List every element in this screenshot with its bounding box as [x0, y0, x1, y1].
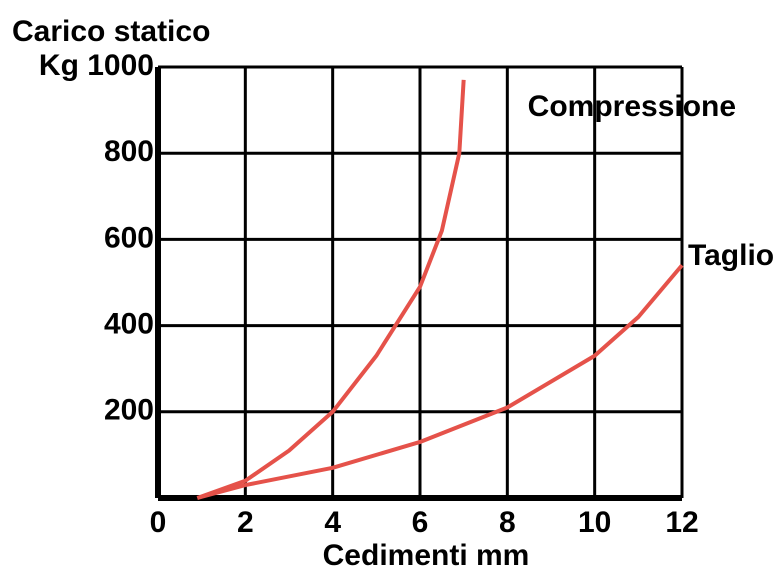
- series-label: Taglio: [688, 239, 774, 272]
- x-tick-label: 10: [578, 506, 611, 539]
- x-tick-label: 8: [499, 506, 516, 539]
- x-tick-label: 4: [324, 506, 341, 539]
- data-line: [196, 263, 684, 500]
- chart-title: Carico statico: [12, 15, 210, 48]
- series-label: Compressione: [528, 90, 736, 123]
- y-tick-label: 400: [104, 308, 154, 341]
- x-tick-label: 0: [150, 506, 167, 539]
- data-line: [196, 79, 466, 500]
- y-tick-label: Kg 1000: [39, 49, 154, 82]
- x-axis-label: Cedimenti mm: [323, 539, 530, 572]
- y-tick-label: 800: [104, 135, 154, 168]
- y-tick-label: 200: [104, 394, 154, 427]
- x-tick-label: 12: [665, 506, 698, 539]
- y-tick-label: 600: [104, 221, 154, 254]
- x-tick-label: 2: [237, 506, 254, 539]
- x-tick-label: 6: [412, 506, 429, 539]
